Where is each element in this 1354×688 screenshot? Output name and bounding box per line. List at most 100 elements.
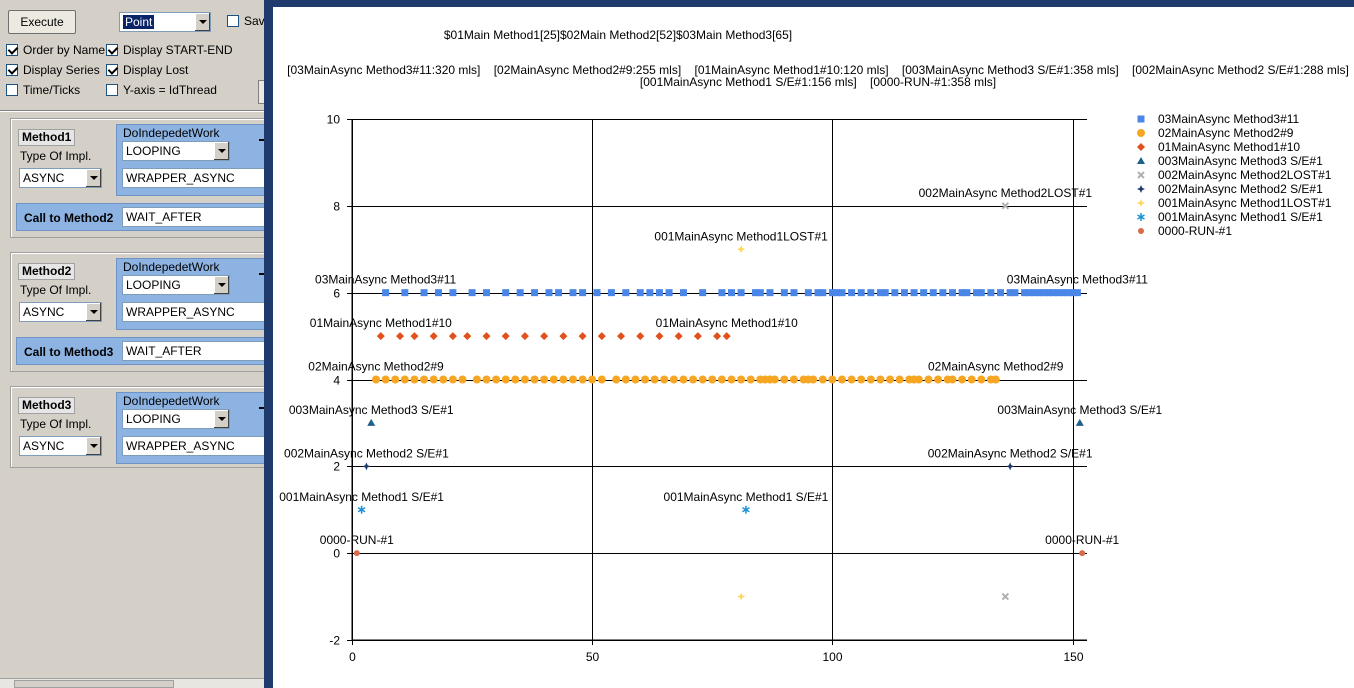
data-point — [391, 375, 400, 384]
data-point — [973, 289, 981, 297]
data-point — [722, 332, 731, 341]
data-point — [910, 289, 918, 297]
legend-label: 03MainAsync Method3#11 — [1158, 112, 1300, 126]
data-point — [516, 289, 524, 297]
y-axis-idthread-box[interactable] — [106, 84, 118, 96]
x-tick-label: 50 — [586, 650, 600, 664]
data-label: 02MainAsync Method2#9 — [928, 360, 1064, 374]
method2-call-label: Call to Method3 — [24, 345, 114, 359]
method1-work-select[interactable]: LOOPING — [122, 141, 230, 161]
data-point — [770, 375, 779, 384]
data-point — [780, 375, 789, 384]
data-point — [838, 375, 846, 384]
method2-work-value: LOOPING — [126, 278, 181, 292]
display-start-end-label: Display START-END — [123, 43, 233, 57]
data-label: 003MainAsync Method3 S/E#1 — [289, 403, 454, 417]
data-point — [1021, 289, 1029, 297]
data-point — [713, 332, 722, 341]
data-point — [362, 462, 371, 471]
data-point — [1049, 289, 1057, 297]
chevron-down-icon[interactable] — [85, 437, 101, 455]
chart-subtitle-line1: [03MainAsync Method3#11:320 mls] [02Main… — [287, 63, 1349, 77]
data-point — [492, 375, 501, 384]
data-point — [819, 289, 827, 297]
method1-group: Method1 Type Of Impl. ASYNC DoIndepedetW… — [10, 118, 266, 238]
data-point — [737, 592, 746, 601]
display-lost-box[interactable] — [106, 64, 118, 76]
method2-wrapper-field[interactable]: WRAPPER_ASYNC — [122, 302, 266, 322]
method3-type-select[interactable]: ASYNC — [19, 436, 102, 456]
method3-wrapper-field[interactable]: WRAPPER_ASYNC — [122, 436, 266, 456]
y-tick-label: -2 — [329, 634, 340, 648]
data-point — [448, 332, 457, 341]
data-point — [924, 375, 933, 384]
data-point — [900, 289, 908, 297]
chart-type-select[interactable]: Point — [119, 12, 211, 32]
data-point — [934, 375, 943, 384]
data-point — [381, 375, 390, 384]
data-point — [752, 289, 760, 297]
method3-work-select[interactable]: LOOPING — [122, 409, 230, 429]
display-start-end-box[interactable] — [106, 44, 118, 56]
data-point — [997, 289, 1005, 297]
data-label: 0000-RUN-#1 — [1045, 533, 1119, 547]
chevron-down-icon[interactable] — [213, 142, 229, 160]
method1-call-field[interactable]: WAIT_AFTER — [122, 207, 266, 227]
data-point — [401, 289, 409, 297]
chevron-down-icon[interactable] — [85, 169, 101, 187]
data-point — [434, 289, 442, 297]
method3-type-value: ASYNC — [23, 439, 65, 453]
method1-type-select[interactable]: ASYNC — [19, 168, 102, 188]
method2-work-panel: DoIndepedetWork LOOPING WRAPPER_ASYNC — [116, 258, 266, 330]
display-lost-checkbox[interactable]: Display Lost — [106, 63, 188, 77]
data-point — [848, 289, 856, 297]
method1-work-panel: DoIndepedetWork LOOPING WRAPPER_ASYNC — [116, 124, 266, 196]
method2-type-select[interactable]: ASYNC — [19, 302, 102, 322]
data-point — [1045, 289, 1053, 297]
order-by-name-checkbox[interactable]: Order by Name — [6, 43, 105, 57]
legend-marker — [1137, 115, 1145, 123]
data-point — [780, 289, 788, 297]
order-by-name-box[interactable] — [6, 44, 18, 56]
data-label: 01MainAsync Method1#10 — [310, 316, 452, 330]
legend-label: 0000-RUN-#1 — [1158, 224, 1232, 238]
method2-work-select[interactable]: LOOPING — [122, 275, 230, 295]
chevron-down-icon[interactable] — [213, 410, 229, 428]
data-label: 001MainAsync Method1LOST#1 — [654, 229, 828, 243]
scrollbar-thumb[interactable] — [14, 680, 174, 688]
chevron-down-icon[interactable] — [85, 303, 101, 321]
time-ticks-checkbox[interactable]: Time/Ticks — [6, 83, 80, 97]
method2-type-value: ASYNC — [23, 305, 65, 319]
save-checkbox[interactable]: Sav — [227, 14, 265, 28]
method2-call-field[interactable]: WAIT_AFTER — [122, 341, 266, 361]
method3-work-panel: DoIndepedetWork LOOPING WRAPPER_ASYNC — [116, 392, 266, 464]
data-point — [593, 289, 601, 297]
execute-button[interactable]: Execute — [8, 10, 76, 34]
save-checkbox-box[interactable] — [227, 15, 239, 27]
data-point — [1025, 289, 1033, 297]
chart-title: $01Main Method1[25]$02Main Method2[52]$0… — [444, 28, 792, 42]
data-point — [746, 375, 755, 384]
display-series-box[interactable] — [6, 64, 18, 76]
method1-work-header: DoIndepedetWork — [123, 126, 220, 140]
method1-wrapper-field[interactable]: WRAPPER_ASYNC — [122, 168, 266, 188]
y-axis-idthread-checkbox[interactable]: Y-axis = IdThread — [106, 83, 217, 97]
chevron-down-icon[interactable] — [213, 276, 229, 294]
data-point — [867, 289, 875, 297]
chevron-down-icon[interactable] — [194, 13, 210, 31]
order-by-name-label: Order by Name — [23, 43, 106, 57]
data-point — [718, 289, 726, 297]
truncated-button[interactable] — [258, 80, 266, 104]
time-ticks-box[interactable] — [6, 84, 18, 96]
display-start-end-checkbox[interactable]: Display START-END — [106, 43, 233, 57]
horizontal-scrollbar[interactable] — [0, 678, 266, 688]
data-point — [429, 332, 438, 341]
data-label: 001MainAsync Method1 S/E#1 — [279, 490, 444, 504]
data-point — [636, 332, 645, 341]
data-point — [977, 289, 985, 297]
data-point — [646, 289, 654, 297]
data-point — [650, 375, 659, 384]
legend-label: 02MainAsync Method2#9 — [1158, 126, 1294, 140]
display-series-checkbox[interactable]: Display Series — [6, 63, 100, 77]
data-point — [939, 289, 947, 297]
